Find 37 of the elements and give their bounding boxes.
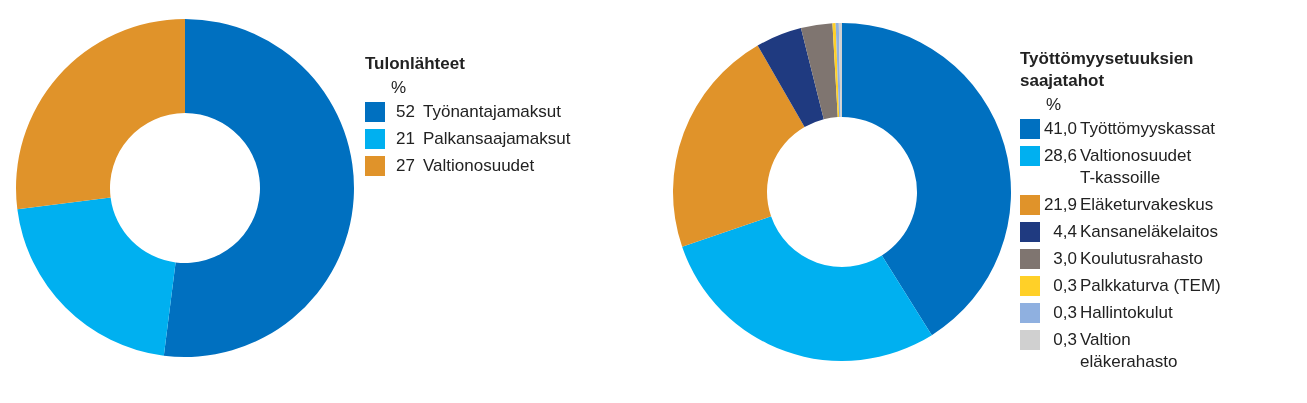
donut-slice: [835, 23, 841, 118]
text: %: [391, 77, 408, 99]
legend-label: Palkansaajamaksut: [423, 128, 571, 150]
data-label: 41,0: [1043, 118, 1077, 140]
legend-label: Työttömyyskassat: [1080, 118, 1216, 140]
legend-label: Kansaneläkelaitos: [1080, 221, 1218, 243]
legend-label: Koulutusrahasto: [1080, 248, 1203, 270]
data-label: 4,4: [1052, 221, 1077, 243]
legend-label: Palkkaturva (TEM): [1080, 275, 1221, 297]
data-label: 21,9: [1043, 194, 1077, 216]
donut-slice: [17, 197, 176, 356]
legend-title: Työttömyysetuuksien saajatahot: [1020, 48, 1195, 92]
data-label: 0,3: [1052, 275, 1077, 297]
data-label: 3,0: [1052, 248, 1077, 270]
legend-label: Työnantajamaksut: [423, 101, 561, 123]
legend-label: Valtionosuudet T-kassoille: [1080, 145, 1192, 189]
donut-slice: [673, 45, 805, 247]
donut-slice: [682, 216, 932, 361]
data-label: 27: [395, 155, 415, 177]
donut-slice: [757, 28, 824, 128]
data-label: 28,6: [1043, 145, 1077, 167]
text: %: [1046, 94, 1063, 116]
legend-title: Tulonlähteet: [365, 53, 466, 75]
donut-slice: [838, 23, 842, 118]
donut-slice: [832, 23, 840, 118]
data-label: 21: [395, 128, 415, 150]
donut-slice: [163, 19, 354, 357]
data-label: 0,3: [1052, 329, 1077, 351]
legend-label: Hallintokulut: [1080, 302, 1173, 324]
donut-slice: [800, 23, 838, 120]
legend-label: Valtionosuudet: [423, 155, 535, 177]
legend-label: Valtion eläkerahasto: [1080, 329, 1178, 373]
legend-label: Eläketurvakeskus: [1080, 194, 1214, 216]
donut-slice: [842, 23, 1011, 336]
data-label: 0,3: [1052, 302, 1077, 324]
data-label: 52: [395, 101, 415, 123]
donut-slice: [16, 19, 185, 210]
